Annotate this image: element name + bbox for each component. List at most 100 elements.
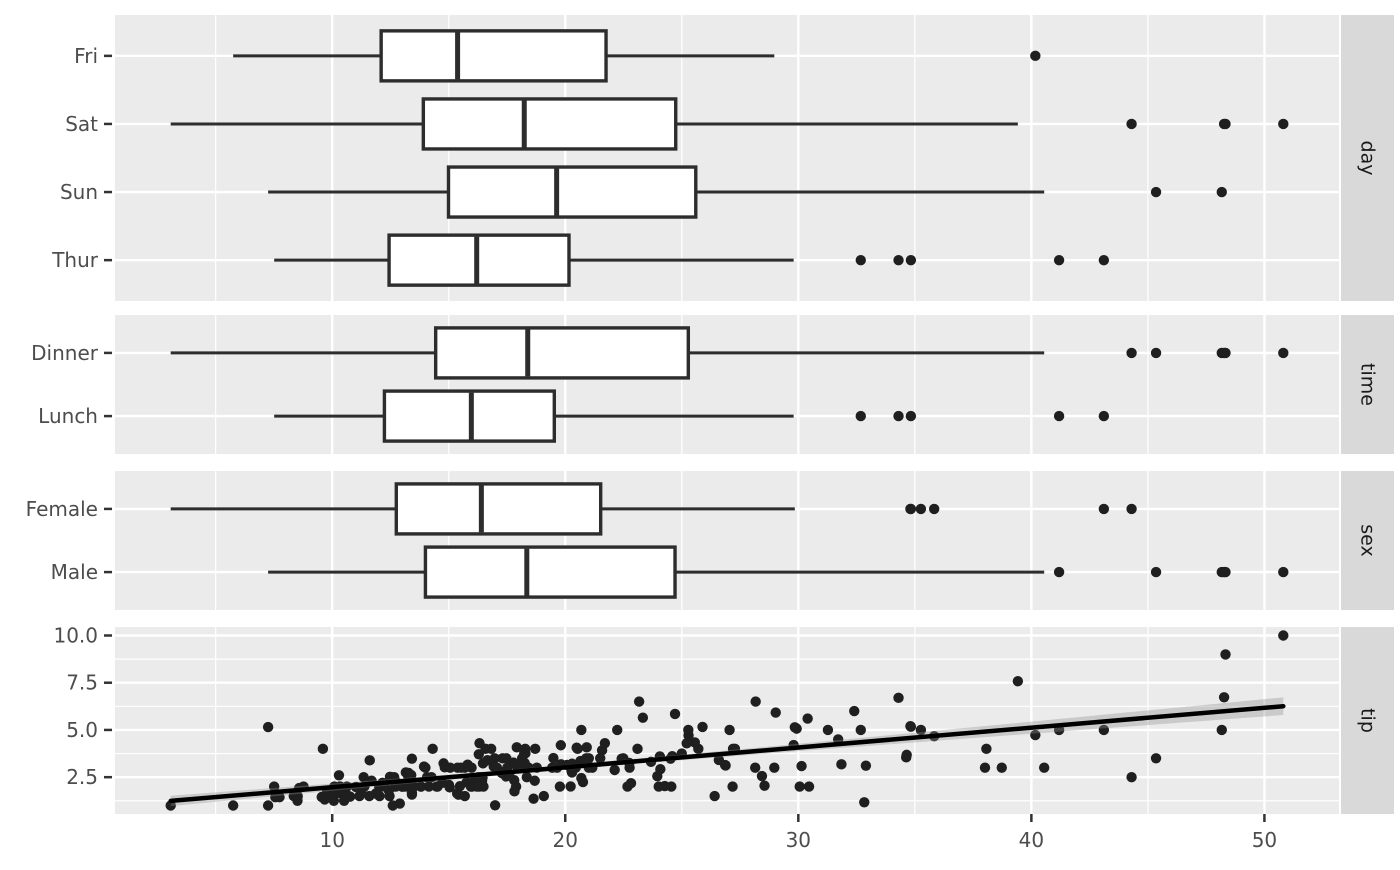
scatter-point [653, 781, 664, 792]
scatter-point [1216, 724, 1227, 736]
box-iqr [421, 97, 678, 151]
facet-panel-time: Dinner Lunch time [31, 315, 1394, 454]
scatter-point [333, 770, 345, 781]
scatter-point [855, 724, 866, 736]
scatter-point [893, 692, 904, 704]
outlier-point [1053, 566, 1065, 578]
panel-background [115, 471, 1339, 610]
outlier-point [1098, 254, 1110, 266]
scatter-point [655, 764, 666, 775]
scatter-point [538, 790, 550, 802]
outlier-point [1220, 347, 1231, 359]
scatter-point [317, 743, 329, 755]
x-axis: 10 20 30 40 50 [319, 814, 1277, 852]
scatter-point [859, 797, 870, 808]
outlier-point [1278, 118, 1289, 130]
scatter-point [262, 721, 274, 733]
scatter-point [501, 753, 512, 764]
y-axis-label-sat: Sat [65, 112, 98, 136]
facet-strip-tip [1341, 627, 1394, 814]
outlier-point [905, 503, 917, 515]
scatter-point [750, 696, 761, 707]
box-fri [233, 29, 1041, 83]
scatter-point [509, 786, 520, 797]
scatter-point [622, 781, 633, 792]
scatter-point [403, 767, 414, 779]
scatter-point [794, 781, 805, 792]
outlier-point [1216, 186, 1227, 198]
scatter-point [822, 724, 834, 736]
scatter-point [1098, 724, 1110, 736]
scatter-point [759, 780, 770, 791]
box-iqr [423, 545, 677, 599]
scatter-point [489, 800, 501, 811]
scatter-point [581, 742, 592, 753]
scatter-point [709, 790, 720, 802]
scatter-point [713, 754, 725, 766]
outlier-point [1053, 254, 1065, 266]
scatter-point [1038, 762, 1050, 773]
scatter-point [274, 791, 285, 803]
scatter-point [669, 708, 681, 720]
outlier-point [1278, 566, 1289, 578]
scatter-point [420, 762, 431, 773]
outlier-point [1150, 347, 1162, 359]
scatter-point [511, 761, 522, 772]
scatter-point [431, 781, 442, 792]
outlier-point [1278, 347, 1289, 359]
scatter-point [637, 712, 649, 723]
y-axis-label-sun: Sun [60, 180, 98, 204]
x-axis-label-10: 10 [319, 828, 344, 852]
scatter-point [423, 781, 435, 792]
scatter-point [693, 743, 704, 755]
scatter-point [268, 781, 280, 792]
box-lunch [274, 389, 1110, 443]
outlier-point [928, 503, 940, 515]
scatter-point [860, 760, 872, 771]
scatter-point [477, 758, 489, 769]
outlier-point [893, 254, 904, 266]
scatter-point [406, 789, 418, 800]
outlier-point [1053, 410, 1065, 422]
box-dinner [170, 326, 1289, 380]
scatter-point [697, 721, 708, 733]
outlier-point [1098, 503, 1110, 515]
scatter-point [529, 775, 540, 786]
scatter-point [1126, 771, 1137, 783]
y-axis-label-5.0: 5.0 [66, 718, 98, 742]
scatter-point [981, 743, 992, 755]
y-axis-label-2.5: 2.5 [66, 765, 98, 789]
box-iqr [433, 326, 691, 380]
scatter-point [471, 781, 483, 792]
scatter-point [836, 759, 847, 770]
y-axis-label-7.5: 7.5 [66, 671, 98, 695]
outlier-point [1126, 347, 1137, 359]
scatter-point [789, 722, 801, 733]
x-axis-label-50: 50 [1252, 828, 1277, 852]
scatter-point [459, 790, 471, 802]
scatter-point [633, 696, 645, 707]
box-sun [268, 165, 1227, 219]
y-axis-label-dinner: Dinner [31, 341, 99, 365]
scatter-point [387, 800, 399, 811]
y-axis-label-female: Female [26, 497, 98, 521]
x-axis-label-30: 30 [786, 828, 811, 852]
box-iqr [394, 482, 603, 536]
scatter-point [354, 790, 365, 802]
scatter-point [724, 724, 735, 736]
scatter-point [749, 762, 761, 773]
outlier-point [1126, 503, 1137, 515]
scatter-point [444, 762, 456, 773]
scatter-point [288, 790, 299, 802]
box-sat [170, 97, 1289, 151]
outlier-point [855, 410, 866, 422]
outlier-point [855, 254, 866, 266]
scatter-point [905, 721, 917, 732]
box-iqr [446, 165, 698, 219]
scatter-point [609, 764, 620, 776]
scatter-point [1220, 649, 1231, 660]
box-iqr [379, 29, 608, 83]
scatter-point [454, 781, 466, 792]
scatter-point [576, 724, 587, 736]
scatter-point [427, 743, 438, 755]
